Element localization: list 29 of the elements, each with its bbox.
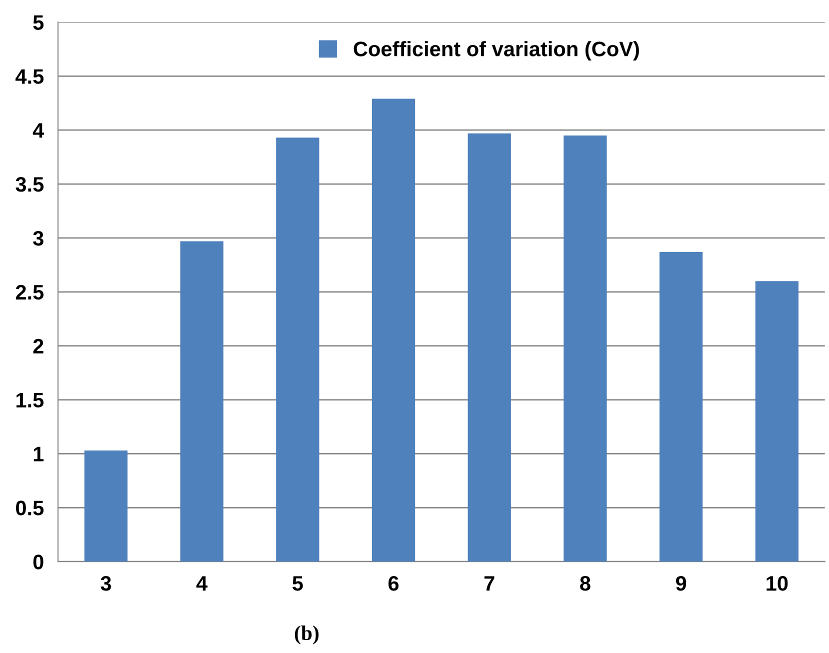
x-tick-label: 4 [196,576,208,591]
bar [180,241,224,562]
x-tick-label: 10 [766,576,788,591]
y-tick-label: 1 [34,446,44,462]
y-tick-label: 3 [33,230,44,246]
y-tick-label: 2.5 [16,284,44,300]
text: (b) [294,625,319,644]
y-tick-label: 1.5 [16,392,44,408]
bar [276,138,320,562]
y-tick-label: 4.5 [16,69,44,84]
x-tick-label: 6 [388,576,399,591]
bar [468,133,511,562]
y-tick-label: 0.5 [16,500,44,516]
y-tick-label: 5 [33,15,44,30]
x-tick-label: 7 [484,576,494,591]
bar [755,281,798,562]
bar [660,252,703,562]
x-tick-label: 3 [100,576,111,591]
x-tick-label: 8 [580,576,590,591]
bar [372,98,416,562]
legend-label: Coefficient of variation (CoV) [354,41,639,60]
bar [564,135,607,562]
y-tick-label: 3.5 [16,177,44,192]
y-tick-label: 0 [33,554,44,570]
x-tick-label: 5 [292,576,303,591]
bar [84,450,128,562]
x-tick-label: 9 [676,576,686,591]
y-tick-label: 4 [32,123,44,138]
y-tick-label: 2 [33,338,44,354]
